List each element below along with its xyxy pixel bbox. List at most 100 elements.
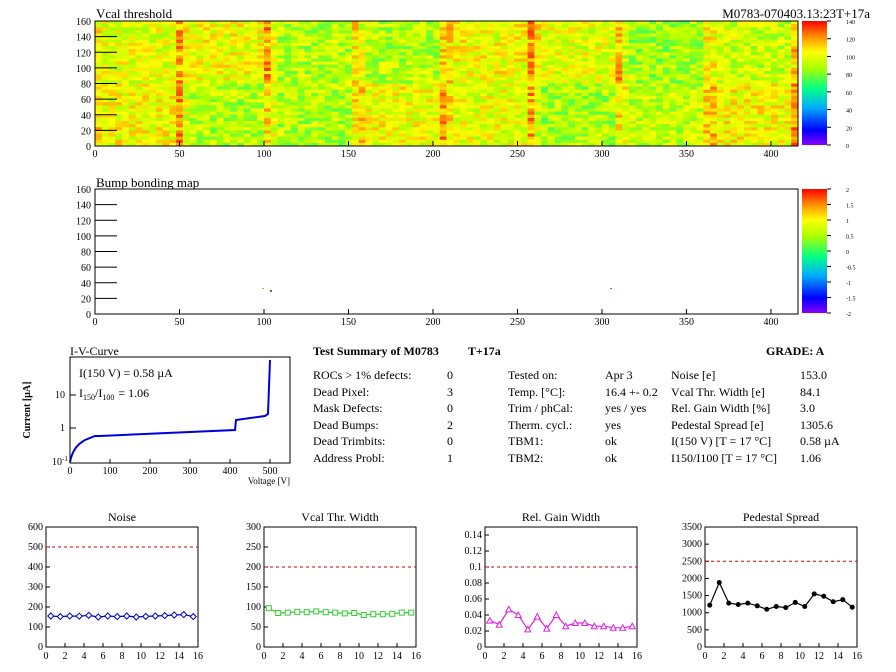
heatmap-cell — [419, 121, 427, 125]
heatmap-cell — [419, 86, 427, 91]
heatmap-cell — [122, 27, 130, 31]
heatmap-cell — [656, 52, 664, 56]
heatmap-cell — [189, 130, 197, 134]
heatmap-cell — [649, 127, 657, 131]
heatmap-cell — [473, 58, 481, 63]
heatmap-cell — [460, 133, 468, 138]
heatmap-cell — [358, 74, 366, 78]
heatmap-cell — [710, 49, 718, 53]
heatmap-cell — [676, 21, 684, 25]
heatmap-cell — [176, 117, 184, 122]
heatmap-cell — [223, 77, 231, 81]
heatmap-cell — [561, 58, 569, 63]
heatmap-cell — [142, 49, 150, 53]
heatmap-cell — [426, 33, 434, 38]
heatmap-cell — [466, 121, 474, 125]
heatmap-cell — [108, 71, 116, 75]
heatmap-cell — [324, 52, 332, 56]
heatmap-cell — [446, 74, 454, 78]
heatmap-cell — [649, 74, 657, 78]
heatmap-cell — [351, 99, 360, 103]
heatmap-cell — [345, 55, 353, 59]
heatmap-cell — [216, 114, 224, 119]
heatmap-cell — [527, 130, 535, 134]
heatmap-cell — [730, 61, 738, 66]
heatmap-cell — [595, 89, 603, 94]
heatmap-cell — [662, 92, 670, 97]
heatmap-cell — [432, 58, 441, 63]
heatmap-cell — [568, 108, 576, 113]
heatmap-cell — [757, 55, 765, 59]
heatmap-cell — [284, 39, 292, 44]
heatmap-cell — [385, 71, 393, 75]
heatmap-cell — [250, 86, 258, 91]
heatmap-cell — [554, 102, 562, 106]
heatmap-cell — [216, 136, 224, 141]
heatmap-cell — [223, 105, 231, 109]
heatmap-cell — [568, 124, 576, 128]
heatmap-cell — [358, 139, 366, 144]
heatmap-cell — [277, 33, 285, 38]
heatmap-cell — [311, 108, 319, 113]
heatmap-cell — [378, 83, 387, 88]
heatmap-cell — [169, 30, 177, 34]
heatmap-cell — [764, 24, 772, 28]
heatmap-cell — [547, 61, 556, 66]
heatmap-cell — [453, 117, 461, 122]
vcal-heatmap — [95, 21, 799, 147]
heatmap-cell — [250, 80, 258, 84]
heatmap-cell — [466, 136, 474, 141]
heatmap-cell — [737, 46, 745, 50]
heatmap-cell — [230, 121, 238, 125]
heatmap-cell — [723, 30, 731, 34]
bump-xtick-label: 150 — [341, 317, 356, 328]
heatmap-cell — [372, 77, 380, 81]
heatmap-cell — [764, 83, 772, 88]
heatmap-cell — [203, 142, 211, 147]
heatmap-cell — [392, 133, 400, 138]
heatmap-cell — [453, 33, 461, 38]
heatmap-cell — [507, 96, 515, 100]
heatmap-cell — [142, 99, 150, 103]
heatmap-cell — [176, 77, 184, 81]
heatmap-cell — [622, 108, 630, 113]
heatmap-cell — [426, 114, 434, 119]
heatmap-cell — [128, 39, 136, 44]
heatmap-cell — [689, 136, 698, 141]
heatmap-cell — [155, 33, 163, 38]
trend-ytick-label: 100 — [246, 602, 261, 613]
iv-ytick-label: 10-1 — [52, 455, 68, 468]
heatmap-cell — [223, 111, 231, 116]
heatmap-cell — [101, 21, 109, 25]
heatmap-cell — [473, 46, 481, 50]
heatmap-cell — [446, 99, 454, 103]
heatmap-cell — [236, 39, 245, 44]
heatmap-cell — [351, 80, 360, 84]
heatmap-cell — [635, 114, 643, 119]
heatmap-cell — [223, 64, 231, 69]
heatmap-cell — [95, 61, 103, 66]
heatmap-cell — [689, 124, 698, 128]
heatmap-cell — [439, 127, 447, 131]
heatmap-cell — [581, 105, 589, 109]
heatmap-cell — [101, 142, 109, 147]
bump-ytick-label: 140 — [76, 201, 91, 212]
heatmap-cell — [439, 46, 447, 50]
heatmap-cell — [784, 83, 792, 88]
heatmap-cell — [520, 80, 529, 84]
heatmap-cell — [757, 24, 765, 28]
heatmap-cell — [743, 77, 752, 81]
heatmap-cell — [250, 36, 258, 41]
heatmap-cell — [263, 105, 272, 109]
heatmap-cell — [250, 77, 258, 81]
heatmap-cell — [128, 36, 136, 41]
heatmap-cell — [149, 136, 157, 141]
heatmap-cell — [500, 52, 508, 56]
heatmap-cell — [122, 89, 130, 94]
heatmap-cell — [622, 121, 630, 125]
heatmap-cell — [601, 64, 610, 69]
heatmap-cell — [622, 111, 630, 116]
heatmap-cell — [209, 52, 218, 56]
heatmap-cell — [115, 49, 123, 53]
heatmap-cell — [372, 139, 380, 144]
